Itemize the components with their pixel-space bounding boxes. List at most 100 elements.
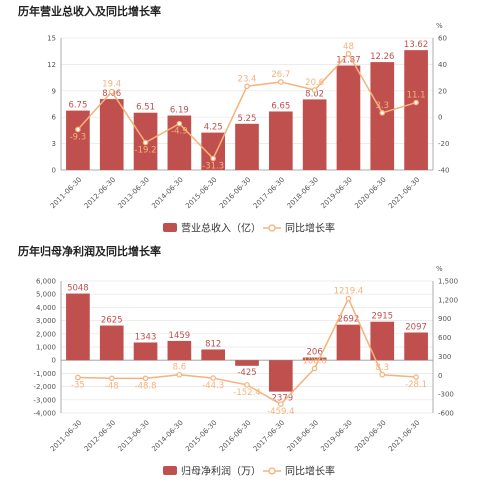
chart1-y-right-unit: % <box>436 22 443 30</box>
chart2-bar <box>370 321 395 361</box>
chart1-bar-label: 4.25 <box>204 123 223 133</box>
chart1-bar-label: 6.75 <box>68 101 87 111</box>
chart2-x-tick: 2017-06-30 <box>252 419 286 453</box>
chart1-growth-point <box>108 88 115 95</box>
chart2-growth-label: -48 <box>105 381 119 391</box>
chart1-growth-label: 20.6 <box>305 78 324 88</box>
chart2-x-tick: 2011-06-30 <box>49 419 83 453</box>
chart2-growth-point <box>278 401 284 407</box>
chart2-bar-label: 812 <box>205 339 221 349</box>
chart1-x-tick: 2019-06-30 <box>319 176 353 210</box>
chart2-growth-label: -152.4 <box>233 388 260 398</box>
chart2-y-left-tick: 6,000 <box>36 278 56 286</box>
chart2-x-tick: 2012-06-30 <box>83 419 117 453</box>
chart2-bar <box>201 349 226 361</box>
chart1-x-tick: 2012-06-30 <box>83 176 117 210</box>
chart2-bar-label: 1343 <box>135 332 157 342</box>
chart2-bar <box>133 342 158 361</box>
chart2-growth-label: 8.6 <box>173 363 187 373</box>
chart2-legend-line-label: 同比增长率 <box>285 465 335 478</box>
chart1-growth-label: -9.3 <box>70 132 87 142</box>
chart2-growth-point <box>108 375 115 382</box>
chart1-growth-point <box>379 110 386 116</box>
chart2-y-left-tick: 4,000 <box>36 304 56 312</box>
chart1-bar <box>302 99 327 170</box>
chart1-growth-label: 26.7 <box>271 70 290 80</box>
chart2-y-left-tick: 3,000 <box>36 317 56 325</box>
chart2-y-right-tick: 1,500 <box>438 278 458 286</box>
chart2-svg: -4,000 -3,000 -2,000 -1,000 0 1,000 2,000 3,000… <box>33 265 458 478</box>
chart2-x-tick: 2019-06-30 <box>319 419 353 453</box>
chart1-bar <box>235 123 259 170</box>
chart2-title: 历年归母净利润及同比增长率 <box>18 245 161 258</box>
chart1-growth-point <box>142 139 149 146</box>
chart1-bar <box>404 50 428 171</box>
chart2-growth-point <box>75 374 81 381</box>
chart1-bar-label: 6.51 <box>136 103 155 113</box>
chart1-growth-label: 11.1 <box>407 91 426 101</box>
chart2-x-tick: 2015-06-30 <box>184 419 218 453</box>
chart2-growth-label: 108.6 <box>302 356 326 366</box>
chart1-x-tick: 2014-06-30 <box>150 176 184 210</box>
chart2-x-tick: 2018-06-30 <box>286 419 320 453</box>
chart2-bar-label: 206 <box>307 347 323 357</box>
chart1-y-right-tick: -40 <box>438 167 449 175</box>
chart1-y-right-tick: 0 <box>438 114 442 122</box>
chart2-x-tick: 2020-06-30 <box>353 419 387 453</box>
chart1-y-left-tick: 9 <box>52 87 56 95</box>
chart1-bar <box>66 110 90 170</box>
chart1-legend-line-label: 同比增长率 <box>285 222 335 235</box>
chart2-legend-line-marker <box>268 467 276 475</box>
chart1-growth-point <box>311 87 318 93</box>
chart2-growth-label: 1219.4 <box>334 287 364 297</box>
chart1-x-tick: 2018-06-30 <box>286 176 320 210</box>
chart2-bar <box>404 332 428 361</box>
chart2-legend-bar-label: 归母净利润（万） <box>181 465 261 478</box>
chart2-x-tick: 2016-06-30 <box>218 419 252 453</box>
chart1-bar <box>99 99 124 170</box>
chart2-y-right-unit: % <box>436 265 443 273</box>
chart2-bar <box>99 325 124 361</box>
chart2-bar <box>302 357 327 361</box>
chart1-growth-point <box>176 120 183 127</box>
chart2-growth-label: -48.8 <box>135 381 157 391</box>
chart1-growth-label: -19.2 <box>135 146 157 156</box>
chart2-y-right-tick: 900 <box>438 315 451 323</box>
chart1-x-tick: 2015-06-30 <box>184 176 218 210</box>
chart2-growth-point <box>379 371 386 378</box>
chart2-y-left-tick: -2,000 <box>33 383 56 391</box>
chart2-bar <box>167 340 192 361</box>
chart2-y-left-tick: 5,000 <box>36 291 56 299</box>
chart2-bar-label: 2625 <box>101 316 123 326</box>
chart1-legend-line-marker <box>268 224 276 232</box>
chart1-legend-bar-swatch <box>163 223 177 232</box>
chart1-growth-point <box>278 79 284 85</box>
chart2-growth-point <box>210 375 216 381</box>
chart1-bar-label: 12.26 <box>370 52 394 62</box>
chart1-y-left-tick: 12 <box>47 61 56 69</box>
chart1-growth-label: 48 <box>343 42 354 52</box>
chart1-growth-point <box>244 83 250 90</box>
chart2-x-tick: 2021-06-30 <box>387 419 421 453</box>
chart2-growth-point <box>311 365 318 372</box>
chart1-growth-label: 23.4 <box>238 74 257 84</box>
chart1-bar-label: 8.02 <box>305 89 324 99</box>
chart2-y-right-tick: -300 <box>438 391 454 399</box>
chart2-growth-point <box>176 371 183 378</box>
chart1-growth-point <box>345 51 352 57</box>
chart2-y-right-tick: 0 <box>438 372 442 380</box>
chart2-growth-label: -28.1 <box>405 380 427 390</box>
chart1-y-left-tick: 15 <box>47 35 56 43</box>
chart2-y-left-tick: -1,000 <box>33 370 56 378</box>
chart2-growth-point <box>244 382 250 388</box>
chart1-x-tick: 2013-06-30 <box>117 176 151 210</box>
chart1-growth-point <box>413 99 419 106</box>
chart2-growth-point <box>413 374 419 380</box>
chart1-y-right-tick: 20 <box>438 87 447 95</box>
chart2-y-right-tick: -600 <box>438 410 454 418</box>
chart2-bar-label: -425 <box>237 368 256 378</box>
chart2-y-right-tick: 600 <box>438 334 451 342</box>
chart1-x-tick: 2016-06-30 <box>218 176 252 210</box>
chart2-bar-label: 2915 <box>371 312 393 322</box>
